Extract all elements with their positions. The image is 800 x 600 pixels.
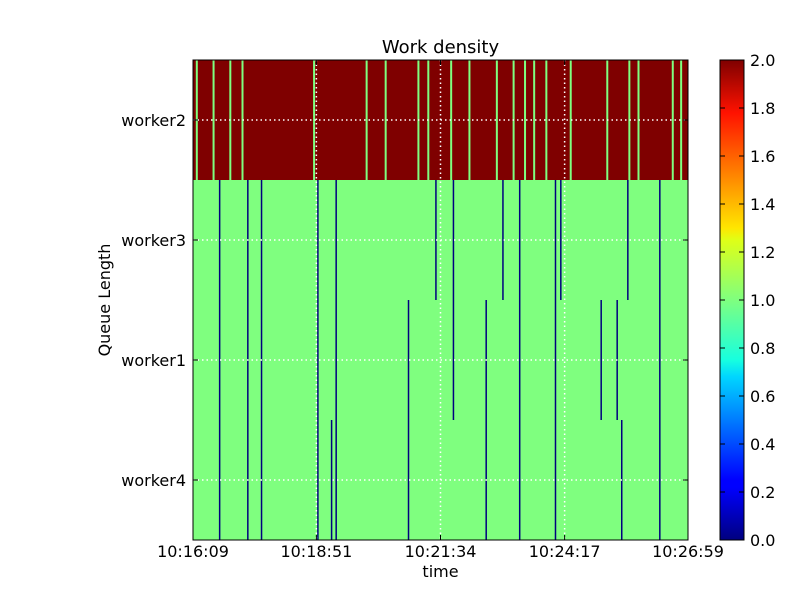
heatmap-cell-zero [330, 420, 333, 540]
colorbar-tick-label: 1.6 [750, 147, 775, 166]
heatmap-cell-gap [671, 60, 674, 180]
colorbar: 0.0 0.2 0.4 0.6 0.8 1.0 1.2 1.4 1.6 1.8 2.0 [719, 51, 775, 550]
heatmap-cell-zero [560, 180, 562, 300]
x-tick-label: 10:24:17 [529, 542, 601, 561]
heatmap-plot-area [192, 59, 689, 541]
heatmap-cell-zero [518, 420, 521, 540]
heatmap-cell-zero [335, 300, 337, 420]
colorbar-tick-label: 1.4 [750, 195, 775, 214]
heatmap-cell-zero [218, 300, 221, 420]
heatmap-cell-gap [545, 60, 548, 180]
heatmap-cell-zero [335, 420, 337, 540]
heatmap-cell-zero [435, 180, 437, 300]
heatmap-cell-gap [212, 60, 215, 180]
heatmap-cell-gap [680, 60, 683, 180]
heatmap-cell-zero [659, 420, 661, 540]
heatmap-cell-zero [659, 180, 661, 300]
heatmap-cell-zero [518, 180, 521, 300]
x-axis-label: time [422, 562, 458, 581]
colorbar-tick-label: 1.2 [750, 243, 775, 262]
heatmap-cell-zero [600, 300, 602, 420]
heatmap-cell-gap [533, 60, 536, 180]
heatmap-cell-gap [468, 60, 471, 180]
colorbar-tick-label: 0.2 [750, 483, 775, 502]
heatmap-cell-gap [450, 60, 453, 180]
x-tick-label: 10:16:09 [157, 542, 229, 561]
x-tick-label: 10:18:51 [280, 542, 352, 561]
y-tick-label: worker2 [121, 111, 186, 130]
heatmap-cell-zero [452, 180, 455, 300]
heatmap-cell-zero [407, 420, 410, 540]
heatmap-cell-gap [569, 60, 572, 180]
x-tick-label: 10:26:59 [652, 542, 724, 561]
heatmap-cell-zero [554, 420, 557, 540]
heatmap-cell-zero [627, 180, 629, 300]
x-axis-ticks: 10:16:09 10:18:51 10:21:34 10:24:17 10:26:59 [157, 60, 724, 561]
y-axis-label: Queue Length [95, 244, 114, 357]
colorbar-tick-label: 2.0 [750, 51, 775, 70]
y-tick-label: worker1 [121, 351, 186, 370]
y-tick-label: worker4 [121, 471, 186, 490]
colorbar-tick-label: 1.0 [750, 291, 775, 310]
colorbar-tick-label: 0.6 [750, 387, 775, 406]
heatmap-cell-gap [495, 60, 498, 180]
heatmap-cell-zero [317, 180, 319, 300]
heatmap-cell-zero [554, 180, 557, 300]
heatmap-cell-zero [518, 300, 521, 420]
heatmap-cell-gap [313, 60, 316, 180]
heatmap-cell-gap [524, 60, 527, 180]
chart-title: Work density [382, 37, 500, 58]
colorbar-tick-label: 1.8 [750, 99, 775, 118]
colorbar-tick-label: 0.4 [750, 435, 775, 454]
heatmap-cell-zero [335, 180, 337, 300]
heatmap-cell-zero [502, 180, 504, 300]
heatmap-cell-zero [218, 420, 221, 540]
heatmap-cell-zero [659, 300, 661, 420]
y-tick-label: worker3 [121, 231, 186, 250]
heatmap-cell-zero [452, 300, 455, 420]
heatmap-cell-gap [365, 60, 368, 180]
heatmap-cell-zero [407, 300, 410, 420]
x-tick-label: 10:21:34 [405, 542, 477, 561]
y-axis-ticks: worker2 worker3 worker1 worker4 [121, 111, 688, 490]
heatmap-cell-zero [554, 300, 557, 420]
heatmap-cell-zero [317, 420, 319, 540]
heatmap-cell-zero [317, 300, 319, 420]
heatmap-cell-zero [218, 180, 221, 300]
colorbar-tick-label: 0.8 [750, 339, 775, 358]
colorbar-tick-label: 0.0 [750, 531, 775, 550]
heatmap-cell-gap [384, 60, 387, 180]
heatmap-cell-gap [628, 60, 631, 180]
